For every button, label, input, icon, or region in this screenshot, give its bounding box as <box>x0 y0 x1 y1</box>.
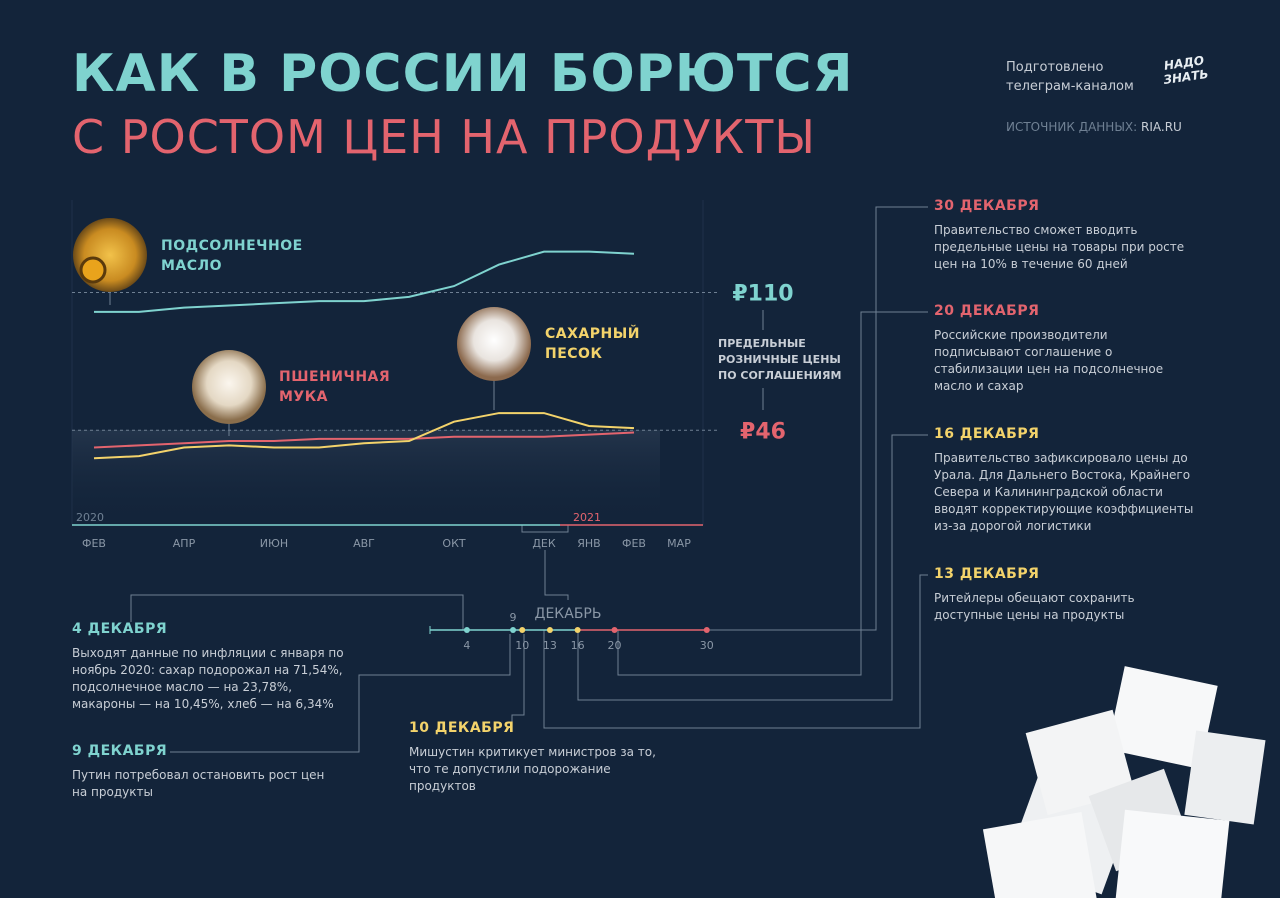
photo-sugar <box>457 307 531 381</box>
sunflower <box>79 256 107 284</box>
timeline-point <box>510 627 517 633</box>
timeline-day: 16 <box>571 639 585 652</box>
timeline-day: 20 <box>608 639 622 652</box>
x-tick-label: ДЕК <box>532 537 556 550</box>
cube <box>982 812 1098 898</box>
timeline-point <box>574 627 581 633</box>
connectors <box>130 206 928 753</box>
plot-background <box>71 200 704 525</box>
x-tick-label: ИЮН <box>260 537 288 550</box>
cube <box>1115 809 1230 898</box>
series-line <box>93 431 635 449</box>
connector <box>577 434 928 701</box>
source: ИСТОЧНИК ДАННЫХ: RIA.RU <box>1006 120 1182 134</box>
event-date: 4 ДЕКАБРЯ <box>72 621 168 637</box>
event-date: 9 ДЕКАБРЯ <box>72 743 168 759</box>
photo-oil <box>73 218 147 292</box>
series-line <box>94 250 635 313</box>
timeline-day: 13 <box>543 639 557 652</box>
event-date: 16 ДЕКАБРЯ <box>934 426 1040 442</box>
event-text: Российские производители подписывают сог… <box>934 328 1164 393</box>
connector <box>703 206 928 631</box>
timeline-point <box>546 627 553 633</box>
x-tick-label: ФЕВ <box>82 537 106 550</box>
event-date: 13 ДЕКАБРЯ <box>934 566 1040 582</box>
photo-flour <box>192 350 266 424</box>
event-date: 20 ДЕКАБРЯ <box>934 303 1040 319</box>
connector <box>544 550 569 600</box>
timeline-day: 9 <box>510 611 517 624</box>
event-text: Ритейлеры обещают сохранить доступные це… <box>934 591 1135 622</box>
series-label: ПШЕНИЧНАЯ МУКА <box>279 369 391 405</box>
connector <box>521 525 569 533</box>
cube <box>1184 730 1266 825</box>
connector <box>511 634 525 729</box>
subtitle: С РОСТОМ ЦЕН НА ПРОДУКТЫ <box>72 110 816 164</box>
series-label: ПОДСОЛНЕЧНОЕ МАСЛО <box>161 238 303 274</box>
sugar-cubes <box>982 666 1266 898</box>
area-shade <box>72 430 660 525</box>
source-label: ИСТОЧНИК ДАННЫХ: <box>1006 120 1138 134</box>
series-line <box>93 412 635 460</box>
event-date: 30 ДЕКАБРЯ <box>934 198 1040 214</box>
event-text: Выходят данные по инфляции с января по н… <box>72 646 344 711</box>
photos <box>73 218 531 436</box>
series-label: САХАРНЫЙ ПЕСОК <box>545 326 640 362</box>
reference-label: ₽46 <box>740 419 786 444</box>
year-label: 2021 <box>573 511 601 524</box>
timeline-day: 10 <box>515 639 529 652</box>
year-label: 2020 <box>76 511 104 524</box>
connector <box>130 594 464 630</box>
source-value: RIA.RU <box>1141 120 1182 134</box>
title: КАК В РОССИИ БОРЮТСЯ <box>72 44 854 104</box>
event-text: Мишустин критикует министров за то, что … <box>409 745 656 793</box>
timeline-point <box>703 627 710 633</box>
x-tick-label: ФЕВ <box>622 537 646 550</box>
event-date: 10 ДЕКАБРЯ <box>409 720 515 736</box>
connector <box>617 311 928 676</box>
x-tick-label: МАР <box>667 537 691 550</box>
timeline-point <box>611 627 618 633</box>
timeline-point <box>463 627 470 633</box>
x-tick-label: АВГ <box>353 537 375 550</box>
connector <box>170 634 511 753</box>
reference-label: ₽110 <box>732 282 793 307</box>
connector <box>543 574 928 729</box>
annotation: ПРЕДЕЛЬНЫЕ РОЗНИЧНЫЕ ЦЕНЫ ПО СОГЛАШЕНИЯМ <box>718 337 842 382</box>
timeline-label: ДЕКАБРЬ <box>535 606 602 622</box>
timeline-point <box>519 627 526 633</box>
cube <box>1107 666 1218 770</box>
cube <box>1025 709 1135 816</box>
credit: Подготовлено телеграм-каналом <box>1006 60 1134 94</box>
timeline-day: 30 <box>700 639 714 652</box>
event-text: Правительство сможет вводить предельные … <box>934 223 1185 271</box>
timeline-day: 4 <box>463 639 470 652</box>
x-tick-label: ЯНВ <box>577 537 600 550</box>
x-tick-label: ОКТ <box>442 537 465 550</box>
event-text: Правительство зафиксировало цены до Урал… <box>934 451 1194 533</box>
event-text: Путин потребовал остановить рост цен на … <box>72 768 325 799</box>
x-tick-label: АПР <box>173 537 196 550</box>
